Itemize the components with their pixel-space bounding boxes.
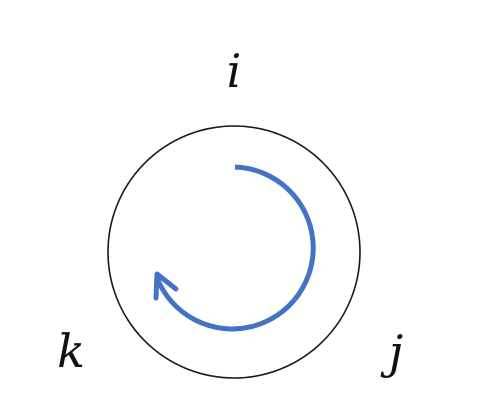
outer-circle (107, 125, 361, 379)
label-k: k (57, 324, 85, 378)
label-i: i (227, 44, 242, 98)
clockwise-arrow-arc (154, 164, 316, 332)
label-j: j (380, 325, 403, 379)
clockwise-arrowhead (153, 271, 179, 301)
